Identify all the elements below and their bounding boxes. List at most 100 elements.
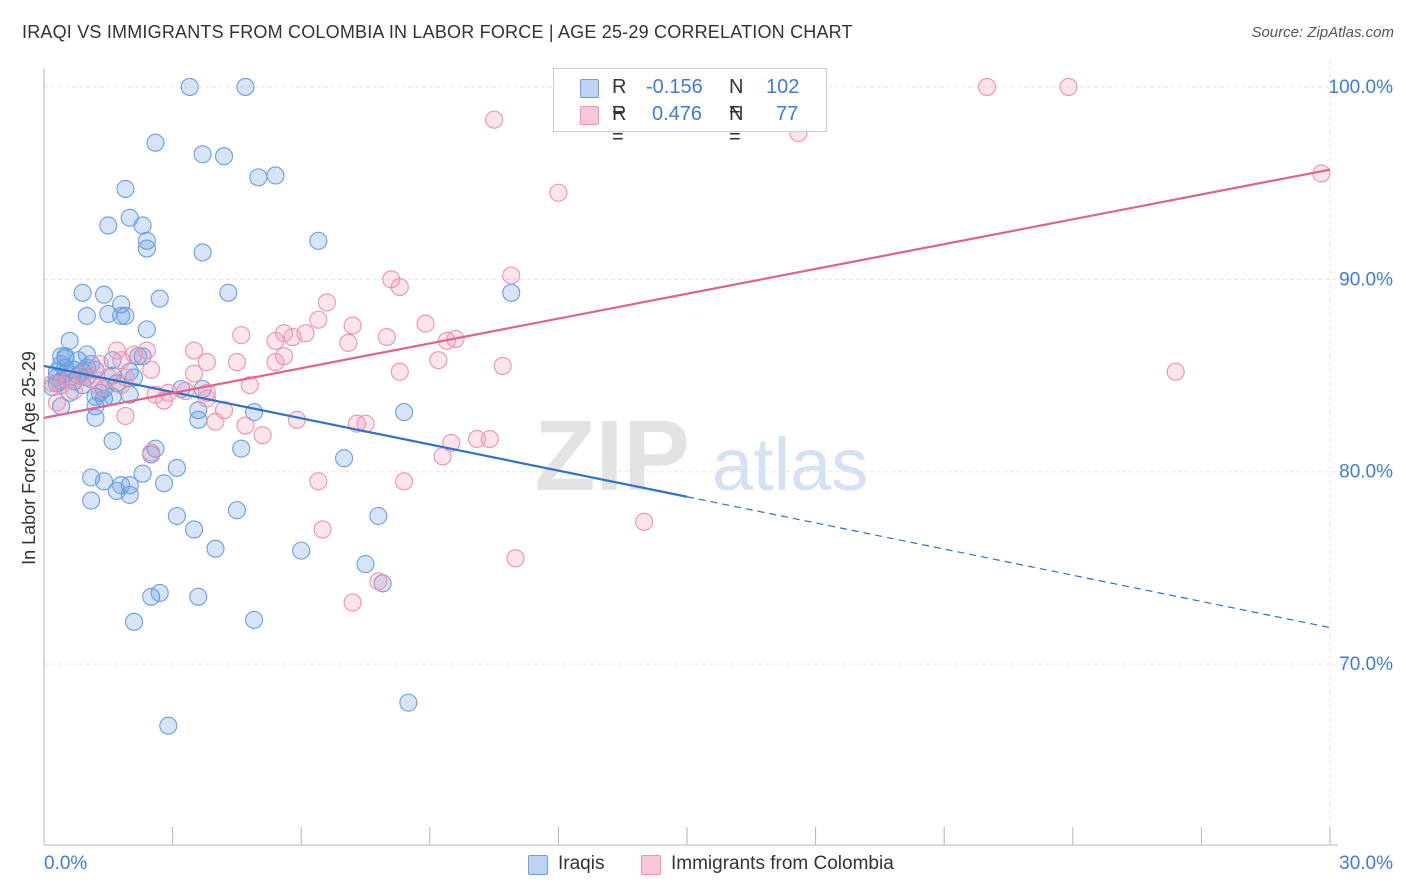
point-colombia bbox=[433, 447, 452, 466]
point-colombia bbox=[116, 406, 135, 425]
point-colombia bbox=[390, 277, 409, 297]
point-colombia bbox=[485, 110, 504, 129]
y-tick-label: 90.0% bbox=[1339, 269, 1393, 290]
point-iraqis bbox=[180, 77, 199, 96]
point-colombia bbox=[137, 341, 156, 360]
legend-n-label: N = bbox=[729, 76, 744, 121]
legend-swatch-iraqis bbox=[580, 79, 599, 98]
point-colombia bbox=[287, 410, 306, 429]
point-iraqis bbox=[159, 716, 178, 735]
point-colombia bbox=[197, 353, 216, 372]
x-tick-label: 30.0% bbox=[1339, 853, 1393, 874]
point-colombia bbox=[266, 331, 285, 350]
point-iraqis bbox=[137, 239, 156, 258]
point-iraqis bbox=[120, 485, 139, 504]
y-axis-title: In Labor Force | Age 25-29 bbox=[19, 351, 39, 565]
point-iraqis bbox=[395, 403, 414, 422]
point-colombia bbox=[236, 416, 255, 435]
point-colombia bbox=[390, 362, 409, 381]
bottom-legend-swatch-iraqis bbox=[528, 855, 548, 875]
point-colombia bbox=[206, 412, 225, 431]
point-colombia bbox=[343, 316, 362, 335]
point-colombia bbox=[343, 593, 362, 612]
chart-title: IRAQI VS IMMIGRANTS FROM COLOMBIA IN LAB… bbox=[22, 22, 853, 42]
point-iraqis bbox=[309, 231, 328, 250]
point-iraqis bbox=[227, 501, 246, 520]
point-iraqis bbox=[266, 166, 285, 185]
chart-source: Source: ZipAtlas.com bbox=[1251, 24, 1394, 41]
point-iraqis bbox=[112, 306, 131, 325]
data-points bbox=[43, 77, 1331, 735]
bottom-legend-label-iraqis: Iraqis bbox=[558, 853, 605, 874]
point-iraqis bbox=[116, 179, 135, 198]
point-iraqis bbox=[154, 474, 174, 493]
point-iraqis bbox=[82, 491, 101, 510]
point-iraqis bbox=[133, 464, 152, 483]
point-iraqis bbox=[292, 541, 311, 560]
point-iraqis bbox=[335, 449, 354, 468]
point-iraqis bbox=[244, 610, 264, 629]
legend-r-label: R = bbox=[612, 103, 627, 148]
point-iraqis bbox=[103, 431, 122, 451]
point-iraqis bbox=[236, 77, 255, 96]
point-colombia bbox=[978, 77, 997, 96]
axis-labels: 100.0% 90.0% 80.0% 70.0% 0.0% 30.0% In Labor F… bbox=[19, 77, 1393, 874]
point-colombia bbox=[635, 512, 654, 531]
point-iraqis bbox=[73, 283, 92, 302]
point-iraqis bbox=[60, 331, 79, 350]
point-colombia bbox=[1059, 77, 1078, 96]
point-iraqis bbox=[249, 168, 268, 187]
legend-r-value-iraqis: -0.156 bbox=[646, 76, 703, 98]
point-colombia bbox=[506, 549, 525, 568]
point-iraqis bbox=[189, 410, 208, 429]
point-iraqis bbox=[150, 583, 169, 603]
point-iraqis bbox=[69, 351, 88, 370]
point-iraqis bbox=[193, 145, 212, 164]
point-iraqis bbox=[167, 506, 186, 526]
point-colombia bbox=[47, 393, 66, 412]
point-iraqis bbox=[184, 520, 204, 539]
point-iraqis bbox=[133, 216, 152, 235]
legend-n-value-colombia: 77 bbox=[776, 103, 799, 125]
point-colombia bbox=[64, 381, 84, 400]
point-colombia bbox=[90, 354, 109, 374]
point-iraqis bbox=[150, 289, 169, 308]
legend-r-label: R = bbox=[612, 76, 627, 121]
point-iraqis bbox=[193, 243, 212, 262]
point-colombia bbox=[227, 353, 246, 372]
y-tick-label: 70.0% bbox=[1339, 654, 1393, 675]
trendline-iraqis bbox=[43, 364, 688, 498]
bottom-legend-swatch-colombia bbox=[641, 855, 661, 875]
x-tick-label: 0.0% bbox=[44, 853, 87, 874]
point-colombia bbox=[283, 328, 302, 347]
point-colombia bbox=[309, 310, 328, 329]
point-colombia bbox=[142, 443, 161, 462]
point-iraqis bbox=[232, 439, 251, 458]
point-colombia bbox=[107, 341, 126, 360]
point-iraqis bbox=[214, 147, 234, 166]
point-iraqis bbox=[189, 587, 208, 606]
trend-lines bbox=[43, 168, 1331, 629]
point-colombia bbox=[549, 183, 568, 202]
point-iraqis bbox=[137, 320, 156, 339]
point-colombia bbox=[253, 426, 272, 445]
point-colombia bbox=[493, 356, 512, 375]
point-iraqis bbox=[124, 612, 144, 631]
legend-n-value-iraqis: 102 bbox=[766, 76, 800, 98]
point-iraqis bbox=[99, 216, 118, 235]
point-iraqis bbox=[146, 133, 165, 152]
point-colombia bbox=[142, 360, 161, 379]
watermark-atlas: atlas bbox=[712, 423, 868, 506]
point-colombia bbox=[339, 333, 358, 352]
point-colombia bbox=[184, 341, 204, 360]
point-iraqis bbox=[137, 231, 156, 250]
point-iraqis bbox=[94, 285, 114, 304]
point-iraqis bbox=[120, 476, 139, 495]
trendline-iraqis-extrapolated bbox=[686, 496, 1331, 629]
legend-swatch-colombia bbox=[580, 106, 599, 125]
point-colombia bbox=[232, 326, 251, 345]
y-tick-label: 80.0% bbox=[1339, 462, 1393, 483]
point-colombia bbox=[317, 293, 336, 312]
correlation-legend: R = -0.156 N = 102 R = 0.476 N = 77 bbox=[553, 68, 827, 148]
